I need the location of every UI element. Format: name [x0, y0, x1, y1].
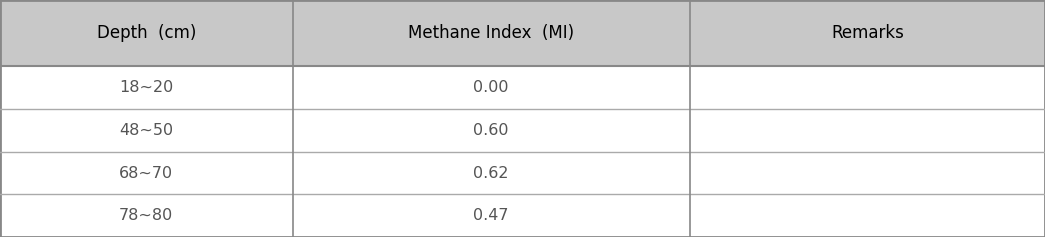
Bar: [293, 109, 690, 152]
Text: 0.47: 0.47: [473, 208, 509, 223]
Bar: [293, 0, 690, 66]
Bar: [293, 66, 690, 109]
Text: Methane Index  (MI): Methane Index (MI): [409, 24, 574, 42]
Bar: [690, 152, 1045, 194]
Text: 68~70: 68~70: [119, 165, 173, 181]
Text: 0.60: 0.60: [473, 123, 509, 138]
Bar: [0, 109, 293, 152]
Text: 0.62: 0.62: [473, 165, 509, 181]
Text: 48~50: 48~50: [119, 123, 173, 138]
Bar: [293, 194, 690, 237]
Bar: [690, 194, 1045, 237]
Bar: [0, 66, 293, 109]
Bar: [690, 0, 1045, 66]
Bar: [690, 66, 1045, 109]
Text: 18~20: 18~20: [119, 80, 173, 95]
Bar: [0, 194, 293, 237]
Bar: [690, 109, 1045, 152]
Text: 0.00: 0.00: [473, 80, 509, 95]
Bar: [0, 0, 293, 66]
Bar: [0, 152, 293, 194]
Text: Depth  (cm): Depth (cm): [96, 24, 196, 42]
Text: Remarks: Remarks: [831, 24, 904, 42]
Bar: [293, 152, 690, 194]
Text: 78~80: 78~80: [119, 208, 173, 223]
